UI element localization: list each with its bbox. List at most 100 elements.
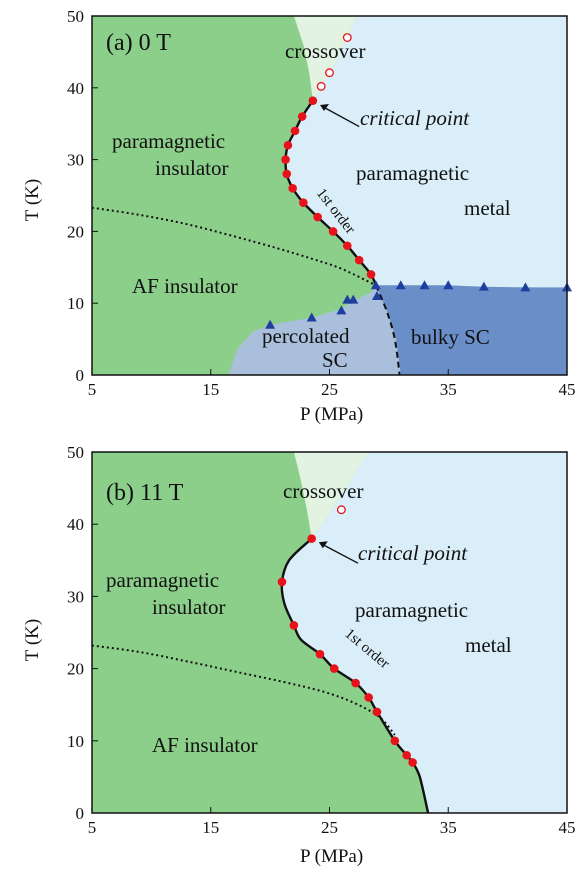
panel-a-first-order-point — [313, 212, 322, 222]
panel-b-x-tick-label: 45 — [559, 818, 575, 837]
panel-a-first-order-point — [343, 241, 352, 251]
panel-a-bulky-sc-label: bulky SC — [411, 325, 490, 349]
panel-a-first-order-point — [328, 227, 338, 236]
panel-a-sc-point — [336, 305, 347, 315]
panel-a-title: (a) 0 T — [106, 30, 171, 56]
panel-b-critical-arrow-shaft — [320, 543, 359, 564]
panel-b-first-order-point — [307, 534, 316, 543]
panel-b-first-order-point — [408, 758, 417, 767]
panel-a-sc-point — [372, 291, 382, 301]
panel-b-y-tick-label: 10 — [67, 732, 84, 751]
panel-b-y-tick-label: 30 — [67, 587, 84, 606]
panel-b-critical-point-label: critical point — [358, 541, 468, 565]
panel-a-sc-point — [478, 281, 489, 291]
panel-a-para-insulator-label-1: paramagnetic — [112, 129, 225, 153]
panel-b-x-axis-title: P (MPa) — [300, 846, 363, 867]
panel-b-insulator-region — [92, 452, 429, 813]
panel-a-sc-point — [443, 280, 454, 290]
panel-a-sc-point — [306, 312, 317, 322]
panel-b-y-axis-title: T (K) — [22, 619, 43, 661]
panel-a-first-order-point — [281, 155, 290, 164]
panel-a-para-metal-label-1: paramagnetic — [356, 161, 469, 185]
panel-b-para-metal-label-2: metal — [465, 633, 512, 657]
panel-b-first-order-point — [277, 577, 287, 587]
panel-a-sc-point — [370, 280, 381, 290]
panel-b-x-tick-label: 5 — [88, 818, 97, 837]
panel-a-x-tick-label: 5 — [88, 380, 97, 399]
panel-a-first-order-point — [354, 255, 364, 265]
panel-b-first-order-point — [390, 736, 400, 746]
panel-b-crossover-label: crossover — [283, 479, 363, 503]
panel-a-af-insulator-label: AF insulator — [132, 274, 238, 298]
panel-b-para-insulator-label-2: insulator — [152, 595, 226, 619]
panel-a-critical-arrow-shaft — [322, 105, 360, 128]
panel-b-title: (b) 11 T — [106, 480, 184, 506]
panel-a-critical-arrow-head — [320, 104, 329, 112]
panel-a-percolated-sc-region — [228, 285, 401, 375]
panel-a-first-order-point — [297, 112, 307, 121]
panel-a-sc-point — [395, 280, 406, 290]
panel-a-sc-point — [348, 294, 359, 304]
panel-b-points — [277, 505, 417, 767]
panel-a-first-order-point — [290, 126, 300, 136]
panel-a-crossover-point — [316, 81, 326, 91]
panel-a-para-insulator-label-2: insulator — [155, 156, 229, 180]
panel-b-crossover-fade — [293, 452, 369, 539]
panel-b-regions — [92, 452, 567, 813]
panel-a-insulator-region — [92, 16, 383, 375]
panel-b-y-tick-label: 50 — [67, 443, 84, 462]
panel-b-first-order-point — [315, 649, 325, 659]
panel-a-crossover-point — [342, 33, 352, 42]
panel-b-para-metal-label-1: paramagnetic — [355, 598, 468, 622]
panel-a-first-order-point — [282, 169, 292, 179]
panel-b-x-tick-label: 25 — [321, 818, 338, 837]
panel-a-bulky-sc-region — [375, 285, 567, 375]
panel-b-tick-labels: 5 15 25 35 45 0 10 20 30 40 50 — [67, 443, 575, 837]
panel-b-first-order-point — [402, 750, 411, 760]
panel-a-x-tick-label: 35 — [440, 380, 457, 399]
panel-b-first-order-point — [364, 693, 373, 702]
panel-a-points — [265, 33, 572, 329]
panel-a-y-tick-label: 40 — [67, 79, 84, 98]
panel-a-y-tick-label: 50 — [67, 7, 84, 26]
panel-a-x-tick-label: 45 — [559, 380, 575, 399]
panel-a-y-tick-label: 10 — [67, 294, 84, 313]
panel-a-first-order-point — [288, 184, 297, 193]
panel-a-x-tick-label: 25 — [321, 380, 338, 399]
panel-b-critical-arrow-head — [318, 541, 328, 549]
panel-a-tick-labels: 5 15 25 35 45 0 10 20 30 40 50 — [67, 7, 575, 399]
panel-a-sc-point — [265, 319, 276, 329]
panel-a-y-tick-label: 0 — [76, 366, 85, 385]
panel-b-first-order-line — [280, 537, 430, 814]
panel-a-first-order-point — [299, 198, 308, 207]
panel-a-y-tick-label: 20 — [67, 222, 84, 241]
panel-b-y-tick-label: 40 — [67, 515, 84, 534]
panel-a-y-tick-label: 30 — [67, 151, 84, 170]
panel-a-first-order-point — [283, 140, 293, 150]
panel-a-sc-point — [520, 282, 531, 292]
panel-b-af-insulator-label: AF insulator — [152, 733, 258, 757]
panel-b-y-tick-label: 20 — [67, 660, 84, 679]
panel-b-crossover-point — [336, 505, 346, 515]
panel-b-x-tick-label: 15 — [202, 818, 219, 837]
panel-b-first-order-point — [289, 620, 299, 630]
panel-a-crossover-fade — [293, 16, 357, 101]
panel-b-para-insulator-label-1: paramagnetic — [106, 568, 219, 592]
panel-b-x-tick-label: 35 — [440, 818, 457, 837]
panel-a-percolated-label-2: SC — [322, 348, 348, 372]
panel-a-critical-point-label: critical point — [360, 106, 470, 130]
panel-a-para-metal-label-2: metal — [464, 196, 511, 220]
panel-a-x-axis-title: P (MPa) — [300, 404, 363, 425]
panel-b-first-order-point — [351, 678, 360, 688]
panel-a-x-tick-label: 15 — [202, 380, 219, 399]
panel-b-11T: (b) 11 T crossover critical point parama… — [22, 443, 575, 867]
panel-a-percolated-label-1: percolated — [262, 324, 350, 348]
panel-a-y-axis-title: T (K) — [22, 179, 43, 221]
panel-a-crossover-point — [325, 68, 334, 78]
panel-b-y-tick-label: 0 — [76, 804, 85, 823]
panel-a-sc-boundary — [374, 284, 401, 376]
panel-b-first-order-point — [372, 707, 382, 717]
panel-a-crossover-label: crossover — [285, 39, 365, 63]
panel-a-0T: (a) 0 T crossover critical point paramag… — [22, 7, 575, 425]
